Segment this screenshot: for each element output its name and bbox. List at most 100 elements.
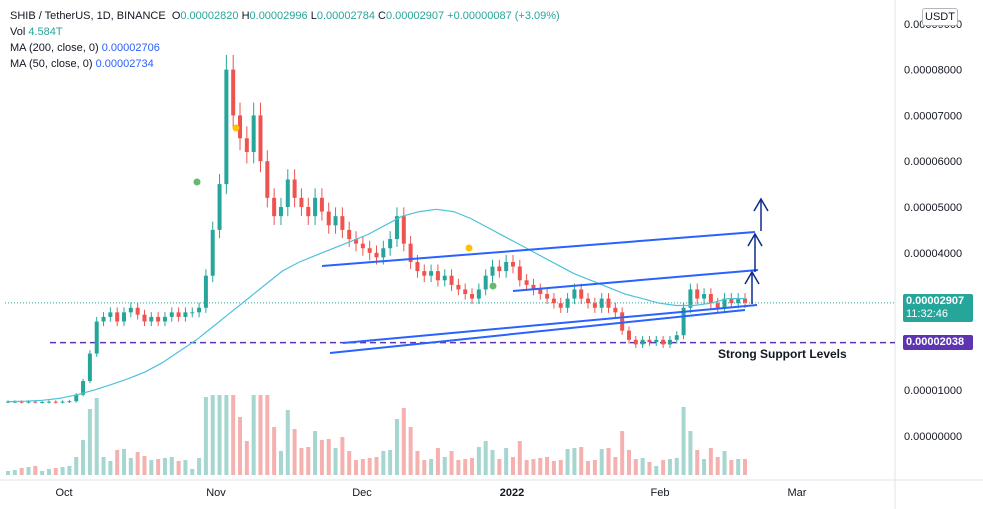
candle-body: [442, 275, 447, 281]
candle-body: [538, 289, 543, 295]
ma50-value: 0.00002734: [95, 58, 154, 70]
candle-body: [87, 353, 92, 382]
candle-body: [463, 289, 468, 295]
candle-body: [695, 289, 700, 299]
volume-bar: [681, 407, 686, 475]
x-tick-label: Mar: [788, 487, 807, 499]
volume-bar: [354, 460, 359, 475]
candle-body: [265, 161, 270, 198]
volume-bar: [558, 460, 563, 475]
volume-bar: [551, 461, 556, 475]
volume-bar: [360, 459, 365, 475]
volume-bar: [647, 462, 652, 475]
candle-body: [203, 275, 208, 308]
candle-body: [94, 321, 99, 354]
buy-signal-dot: [489, 282, 497, 290]
candle-body: [292, 179, 297, 198]
volume-bar: [688, 431, 693, 475]
candle-body: [674, 335, 679, 340]
x-tick-label: Nov: [206, 487, 226, 499]
candle-body: [33, 401, 38, 403]
volume-bar: [169, 457, 174, 475]
candle-body: [401, 216, 406, 244]
candle-body: [688, 289, 693, 308]
candle-body: [340, 216, 345, 230]
candle-body: [490, 266, 495, 276]
candle-body: [67, 401, 72, 403]
volume-bar: [510, 457, 515, 475]
candle-body: [586, 298, 591, 304]
volume-bar: [12, 470, 17, 475]
volume-bar: [654, 466, 659, 475]
volume-bar: [278, 451, 283, 475]
volume-bar: [490, 450, 495, 475]
volume-bar: [422, 460, 427, 475]
volume-bar: [87, 409, 92, 475]
currency-button[interactable]: USDT: [922, 8, 958, 26]
candle-body: [620, 312, 625, 331]
volume-bar: [176, 461, 181, 475]
buy-signal-dot: [193, 178, 201, 186]
volume-bar: [640, 458, 645, 475]
legend-ma200-row[interactable]: MA (200, close, 0) 0.00002706: [10, 42, 160, 54]
y-tick-label: 0.00001000: [904, 385, 962, 397]
y-tick-label: 0.00006000: [904, 156, 962, 168]
candle-body: [722, 298, 727, 308]
volume-bar: [633, 459, 638, 475]
candle-body: [456, 284, 461, 290]
volume-bar: [326, 439, 331, 475]
candle-body: [545, 294, 550, 299]
candle-body: [60, 401, 65, 403]
y-tick-label: 0.00005000: [904, 202, 962, 214]
candle-body: [613, 307, 618, 313]
volume-bar: [183, 460, 188, 475]
candle-body: [626, 330, 631, 340]
volume-bar: [401, 408, 406, 475]
candle-body: [40, 402, 45, 404]
volume-bar: [531, 459, 536, 475]
volume-bar: [231, 395, 236, 475]
high-value: 0.00002996: [249, 10, 308, 22]
candle-body: [278, 207, 283, 217]
candle-body: [210, 229, 215, 276]
candle-body: [702, 294, 707, 299]
volume-bar: [33, 466, 38, 475]
candle-body: [429, 271, 434, 276]
volume-bar: [224, 395, 229, 475]
volume-bar: [26, 467, 31, 475]
candle-body: [415, 261, 420, 272]
volume-bar: [299, 448, 304, 475]
arrow-up-2-head: [747, 232, 763, 247]
legend-ma50-row[interactable]: MA (50, close, 0) 0.00002734: [10, 58, 154, 70]
legend-ohlc-row: SHIB / TetherUS, 1D, BINANCE O0.00002820…: [10, 10, 560, 22]
volume-bar: [695, 450, 700, 475]
candle-body: [483, 275, 488, 290]
candle-body: [251, 115, 256, 153]
volume-bar: [149, 460, 154, 475]
volume-bar: [135, 452, 140, 475]
volume-bar: [74, 457, 79, 475]
volume-bar: [586, 461, 591, 475]
volume-bar: [613, 457, 618, 475]
volume-bar: [667, 459, 672, 475]
volume-bar: [203, 397, 208, 475]
volume-bar: [156, 459, 161, 475]
candle-body: [558, 303, 563, 308]
volume-bar: [251, 395, 256, 475]
sell-signal-dot: [465, 244, 473, 252]
candle-body: [285, 179, 290, 207]
candle-body: [408, 243, 413, 262]
volume-bar: [497, 459, 502, 475]
volume-bar: [415, 451, 420, 475]
volume-bar: [367, 458, 372, 475]
volume-bar: [442, 457, 447, 475]
y-tick-label: 0.00004000: [904, 248, 962, 260]
close-value: 0.00002907: [385, 10, 445, 22]
volume-bar: [6, 471, 10, 475]
candle-body: [579, 289, 584, 299]
candle-body: [6, 401, 10, 403]
candle-body: [449, 275, 454, 285]
candle-body: [606, 298, 611, 308]
candle-body: [26, 401, 31, 403]
